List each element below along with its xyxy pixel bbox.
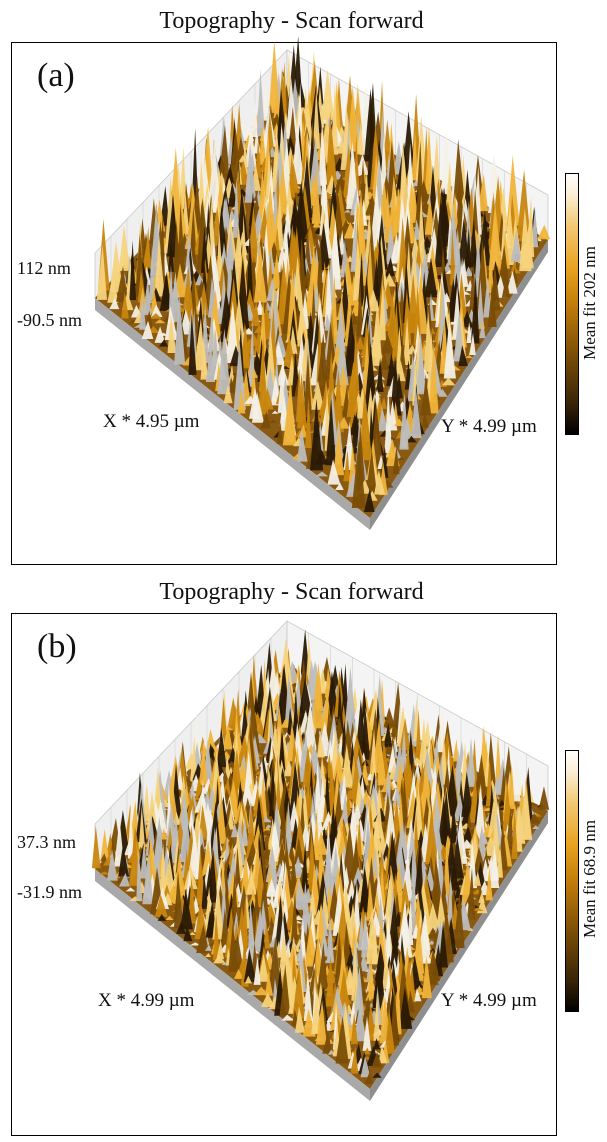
panel-label: (b) xyxy=(37,628,77,665)
panel-a: Topography - Scan forward (a) 112 nm -90… xyxy=(11,8,599,565)
x-axis-label: X * 4.99 µm xyxy=(98,990,195,1011)
z-max-label: 37.3 nm xyxy=(17,832,77,852)
plot-frame xyxy=(11,613,557,1136)
z-min-label: -90.5 nm xyxy=(17,310,82,330)
z-min-label: -31.9 nm xyxy=(17,882,82,902)
panel-title: Topography - Scan forward xyxy=(159,8,424,34)
plot-frame xyxy=(11,42,557,565)
y-axis-label: Y * 4.99 µm xyxy=(441,990,537,1011)
topography-surface xyxy=(91,619,550,1101)
colorbar xyxy=(565,750,579,1012)
z-max-label: 112 nm xyxy=(17,258,71,278)
topography-surface xyxy=(94,35,551,530)
panel-label: (a) xyxy=(37,57,75,94)
panel-b: Topography - Scan forward (b) 37.3 nm -3… xyxy=(0,571,607,1142)
x-axis-label: X * 4.95 µm xyxy=(103,411,200,432)
y-axis-label: Y * 4.99 µm xyxy=(441,416,537,437)
surface-group xyxy=(91,619,550,1101)
surface-group xyxy=(94,35,551,530)
colorbar-label: Mean fit 68.9 nm xyxy=(580,819,599,939)
colorbar-label: Mean fit 202 nm xyxy=(580,246,599,360)
colorbar xyxy=(565,173,579,435)
panel-title: Topography - Scan forward xyxy=(159,579,424,605)
